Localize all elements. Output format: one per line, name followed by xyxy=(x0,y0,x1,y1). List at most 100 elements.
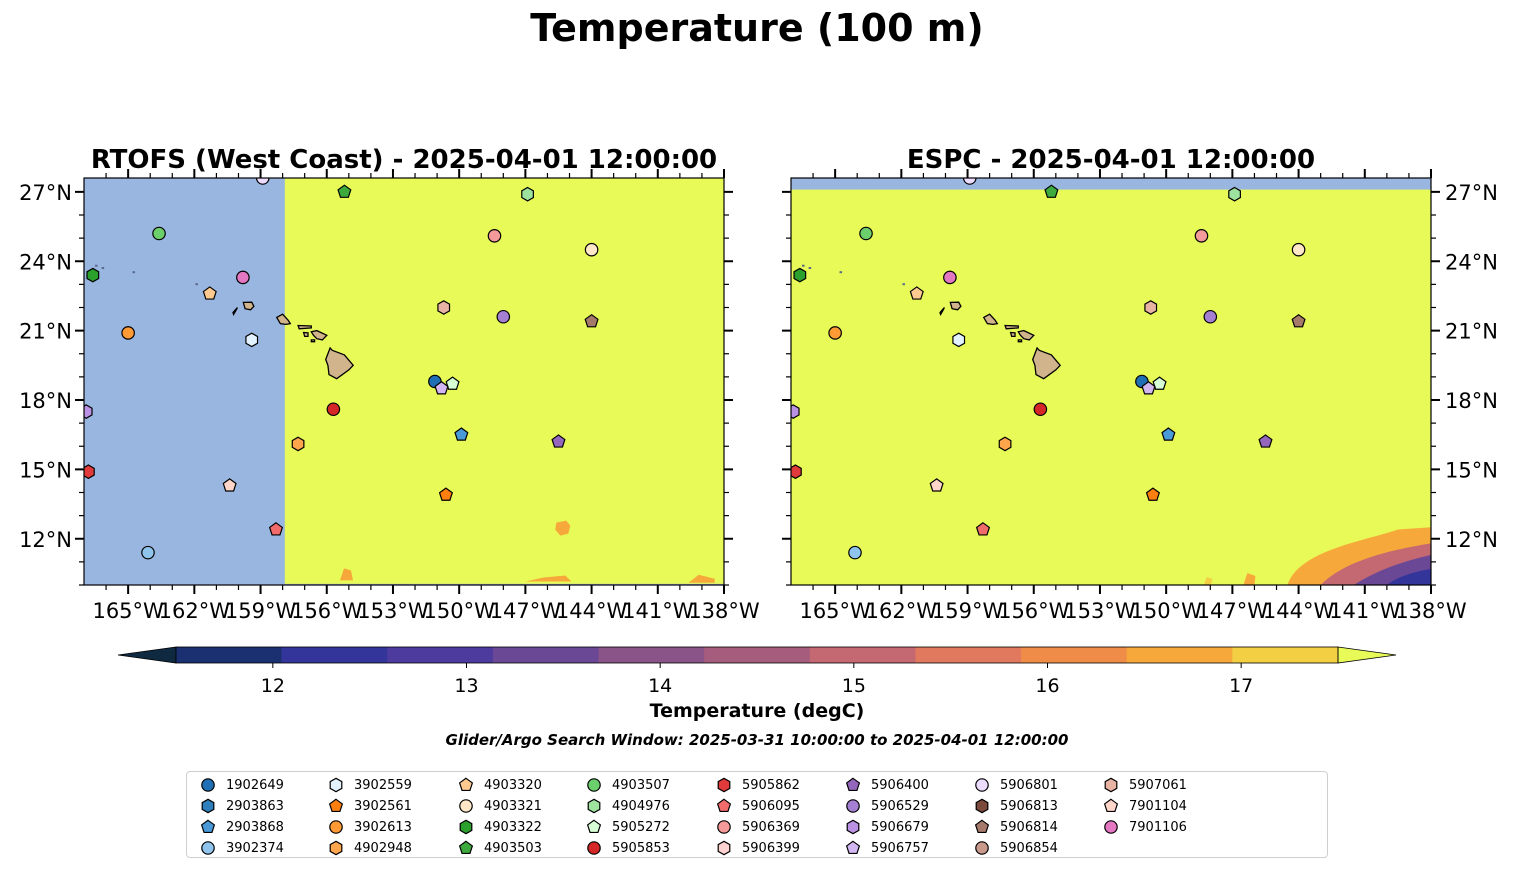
legend-item-5906814: 5906814 xyxy=(973,817,1058,837)
legend-marker-hexagon-icon xyxy=(1104,777,1118,793)
legend-marker-circle-icon xyxy=(717,820,731,834)
legend-label: 3902374 xyxy=(226,840,284,856)
x-tick-label: 153°W xyxy=(1064,599,1136,623)
y-tick-label: 15°N xyxy=(19,458,72,482)
legend-label: 7901104 xyxy=(1129,798,1187,814)
legend-marker-pentagon-icon xyxy=(458,777,474,792)
legend-marker xyxy=(459,799,473,813)
legend-marker-circle-icon xyxy=(1104,820,1118,834)
panel-title-rtofs: RTOFS (West Coast) - 2025-04-01 12:00:00 xyxy=(91,145,717,175)
legend-marker xyxy=(329,820,343,834)
y-tick-label: 27°N xyxy=(1445,181,1498,205)
panel-frame-rtofs xyxy=(83,177,725,586)
legend-marker-hexagon-icon xyxy=(329,840,343,856)
warm-patch xyxy=(525,575,572,582)
island-maui xyxy=(310,329,328,341)
legend-marker-hexagon-icon xyxy=(717,840,731,856)
float-5906529 xyxy=(1203,309,1218,324)
legend-item-4903320: 4903320 xyxy=(457,775,542,795)
float-4903503 xyxy=(1044,184,1059,198)
legend-marker xyxy=(201,798,215,814)
x-tick-label: 162°W xyxy=(866,599,938,623)
float-5907061 xyxy=(1144,300,1158,315)
x-tick-label: 141°W xyxy=(1329,599,1401,623)
float-5905272 xyxy=(445,376,460,390)
no-data-region-rtofs xyxy=(84,178,285,585)
panel-frame-espc xyxy=(790,177,1432,586)
y-tick-label: 24°N xyxy=(19,250,72,274)
float-5906679 xyxy=(791,404,800,419)
legend-marker-circle-icon xyxy=(975,841,989,855)
warm-patch xyxy=(555,520,571,536)
float-4903503 xyxy=(337,184,352,198)
float-3902559 xyxy=(245,332,259,348)
float-2903868 xyxy=(454,427,469,441)
legend-marker xyxy=(717,777,731,793)
temperature-field-espc xyxy=(791,178,1431,585)
legend-marker-circle-icon xyxy=(201,778,215,792)
colorbar-tick-label: 17 xyxy=(1229,675,1253,697)
legend-label: 5906813 xyxy=(1000,798,1058,814)
legend-item-1902649: 1902649 xyxy=(199,775,284,795)
float-5906095 xyxy=(975,522,991,536)
legend-marker-hexagon-icon xyxy=(201,798,215,814)
colorbar-tick-label: 16 xyxy=(1035,675,1059,697)
float-4903320 xyxy=(909,286,924,300)
legend-marker xyxy=(846,799,860,813)
legend-item-5906757: 5906757 xyxy=(844,838,929,858)
legend-marker xyxy=(974,819,990,834)
legend-marker xyxy=(975,798,989,814)
legend-marker-circle-icon xyxy=(459,799,473,813)
legend-marker xyxy=(329,777,343,793)
legend-marker xyxy=(587,778,601,792)
legend-item-4902948: 4902948 xyxy=(327,838,412,858)
legend-label: 5906757 xyxy=(871,840,929,856)
legend-label: 2903868 xyxy=(226,819,284,835)
float-5906369 xyxy=(487,229,502,243)
legend-marker xyxy=(846,819,860,835)
island-maui xyxy=(1017,329,1035,341)
colorbar-extend-low xyxy=(117,646,177,664)
x-tick-label: 144°W xyxy=(556,599,628,623)
legend-marker xyxy=(459,819,473,835)
legend-marker xyxy=(201,841,215,855)
x-tick-label: 138°W xyxy=(688,599,760,623)
legend-item-5906400: 5906400 xyxy=(844,775,929,795)
legend-label: 4903503 xyxy=(484,840,542,856)
legend-label: 5906529 xyxy=(871,798,929,814)
legend-marker-pentagon-icon xyxy=(328,798,344,813)
legend-item-4904976: 4904976 xyxy=(585,796,670,816)
legend-item-3902561: 3902561 xyxy=(327,796,412,816)
legend-marker-pentagon-icon xyxy=(1103,798,1119,813)
legend-marker-pentagon-icon xyxy=(716,798,732,813)
colorbar-segment xyxy=(1126,647,1233,663)
float-2903868 xyxy=(1161,427,1176,441)
island-kahoolawe xyxy=(1017,339,1023,343)
legend-marker xyxy=(717,820,731,834)
colorbar-segment xyxy=(387,647,494,663)
float-4903507 xyxy=(152,226,166,241)
y-tick-label: 12°N xyxy=(19,528,72,552)
island-big-island xyxy=(325,346,355,380)
legend-marker xyxy=(845,777,861,792)
no-data-region-espc xyxy=(791,178,1431,190)
legend-item-7901106: 7901106 xyxy=(1102,817,1187,837)
island-niihau xyxy=(939,307,945,316)
legend-marker-pentagon-icon xyxy=(974,819,990,834)
legend-item-2903863: 2903863 xyxy=(199,796,284,816)
float-4903321 xyxy=(584,242,599,257)
colorbar-segment xyxy=(915,647,1022,663)
float-7901106 xyxy=(943,270,957,285)
colorbar-frame xyxy=(175,646,1339,664)
legend-marker-hexagon-icon xyxy=(587,798,601,814)
colorbar-segment xyxy=(1021,647,1128,663)
float-5906757 xyxy=(1141,380,1156,395)
legend-marker xyxy=(328,798,344,813)
legend-label: 1902649 xyxy=(226,777,284,793)
legend-marker xyxy=(329,840,343,856)
colorbar-tick-label: 15 xyxy=(842,675,866,697)
legend-item-5905853: 5905853 xyxy=(585,838,670,858)
x-tick-label: 153°W xyxy=(357,599,429,623)
legend-item-4903321: 4903321 xyxy=(457,796,542,816)
legend-item-4903322: 4903322 xyxy=(457,817,542,837)
